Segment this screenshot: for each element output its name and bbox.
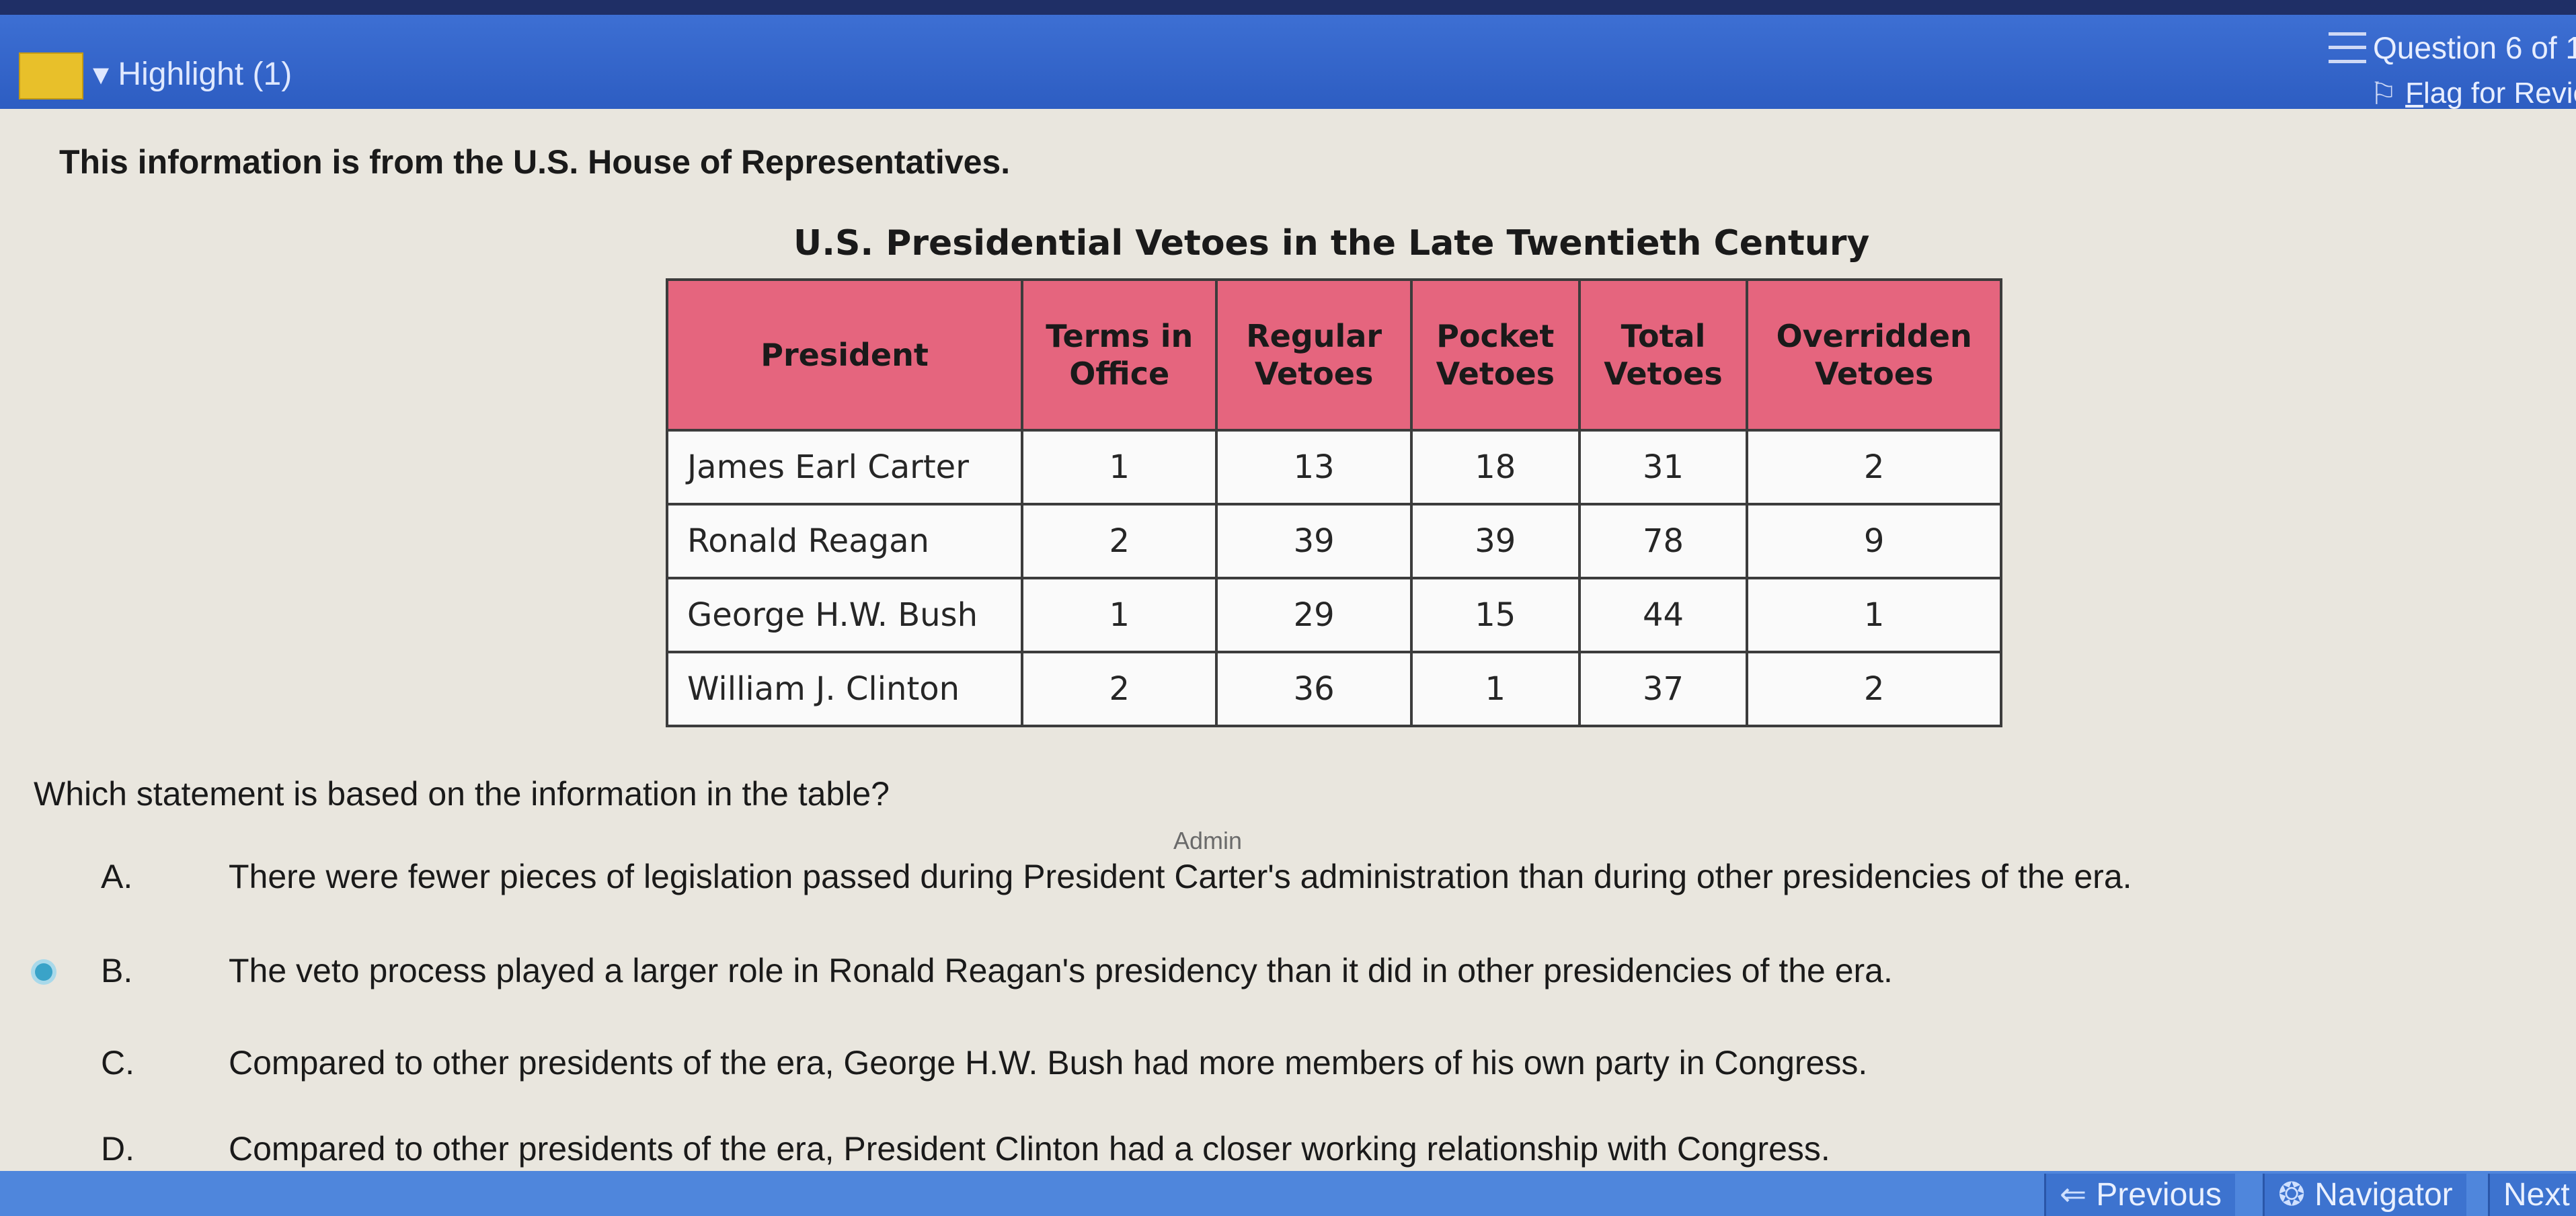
- highlight-color-swatch[interactable]: [19, 52, 83, 99]
- president-cell: William J. Clinton: [665, 651, 1024, 727]
- flag-label: lag for Revie: [2423, 77, 2576, 109]
- navigator-button[interactable]: ❂ Navigator: [2263, 1174, 2466, 1216]
- table-row: James Earl Carter 1 13 18 31 2: [665, 429, 2002, 505]
- menu-icon[interactable]: [2329, 32, 2367, 63]
- table-cell: 2: [1746, 651, 2002, 727]
- president-cell: George H.W. Bush: [665, 577, 1024, 653]
- president-cell: James Earl Carter: [665, 429, 1024, 505]
- vetoes-table: President Terms in Office Regular Vetoes…: [665, 278, 2002, 727]
- table-cell: 1: [1021, 577, 1218, 653]
- table-cell: 31: [1577, 429, 1749, 505]
- choice-text: Compared to other presidents of the era,…: [229, 1130, 1830, 1168]
- answer-choice-a[interactable]: A. There were fewer pieces of legislatio…: [0, 845, 2488, 905]
- previous-button[interactable]: ⇐ Previous: [2044, 1174, 2235, 1216]
- column-header: President: [665, 278, 1024, 432]
- arrow-left-icon: ⇐: [2060, 1177, 2087, 1213]
- radio-dot-icon[interactable]: [35, 963, 52, 981]
- table-cell: 1: [1409, 651, 1581, 727]
- table-cell: 36: [1215, 651, 1413, 727]
- table-cell: 39: [1409, 503, 1581, 579]
- choice-text: There were fewer pieces of legislation p…: [229, 858, 2132, 895]
- flag-icon: ⚐: [2369, 76, 2398, 109]
- table-cell: 2: [1021, 503, 1218, 579]
- next-label: Next: [2503, 1177, 2570, 1213]
- table-cell: 1: [1021, 429, 1218, 505]
- choice-text: Compared to other presidents of the era,…: [229, 1044, 1868, 1082]
- question-stem: Which statement is based on the informat…: [34, 775, 890, 813]
- table-cell: 37: [1577, 651, 1749, 727]
- table-cell: 9: [1746, 503, 2002, 579]
- question-counter: Question 6 of 1: [2329, 30, 2576, 66]
- choice-letter: A.: [101, 858, 133, 895]
- answer-choice-b[interactable]: B. The veto process played a larger role…: [0, 939, 2488, 1000]
- previous-label: Previous: [2096, 1177, 2222, 1213]
- table-cell: 13: [1215, 429, 1413, 505]
- source-text: This information is from the U.S. House …: [59, 143, 1011, 181]
- table-cell: 29: [1215, 577, 1413, 653]
- president-cell: Ronald Reagan: [665, 503, 1024, 579]
- table-title: U.S. Presidential Vetoes in the Late Twe…: [793, 223, 1870, 264]
- table-cell: 1: [1746, 577, 2002, 653]
- top-strip: [0, 0, 2576, 15]
- table-cell: 44: [1577, 577, 1749, 653]
- answer-choice-c[interactable]: C. Compared to other presidents of the e…: [0, 1031, 2488, 1092]
- column-header: Total Vetoes: [1577, 278, 1749, 432]
- table-cell: 2: [1746, 429, 2002, 505]
- flag-hotkey-letter: F: [2405, 77, 2423, 109]
- table-row: William J. Clinton 2 36 1 37 2: [665, 651, 2002, 727]
- column-header: Overridden Vetoes: [1746, 278, 2002, 432]
- table-cell: 78: [1577, 503, 1749, 579]
- flag-for-review-button[interactable]: ⚐ Flag for Revie: [2370, 75, 2576, 109]
- footer-nav-bar: ⇐ Previous ❂ Navigator Next: [0, 1171, 2576, 1216]
- choice-letter: D.: [101, 1130, 134, 1168]
- question-content: This information is from the U.S. House …: [0, 109, 2576, 1171]
- header-bar: ▾ Highlight (1) Question 6 of 1 ⚐ Flag f…: [0, 15, 2576, 109]
- highlight-dropdown-button[interactable]: ▾ Highlight (1): [93, 56, 292, 92]
- next-button[interactable]: Next: [2488, 1174, 2576, 1216]
- admin-label: Admin: [1173, 827, 1243, 854]
- choice-letter: C.: [101, 1044, 134, 1082]
- answer-choice-d[interactable]: D. Compared to other presidents of the e…: [0, 1117, 2488, 1178]
- table-row: Ronald Reagan 2 39 39 78 9: [665, 503, 2002, 579]
- column-header: Regular Vetoes: [1215, 278, 1413, 432]
- table-cell: 39: [1215, 503, 1413, 579]
- column-header: Pocket Vetoes: [1409, 278, 1581, 432]
- table-header-row: President Terms in Office Regular Vetoes…: [665, 278, 2002, 432]
- question-counter-text: Question 6 of 1: [2373, 30, 2576, 65]
- table-cell: 15: [1409, 577, 1581, 653]
- navigator-icon: ❂: [2278, 1177, 2306, 1213]
- table-cell: 18: [1409, 429, 1581, 505]
- table-cell: 2: [1021, 651, 1218, 727]
- choice-letter: B.: [101, 952, 133, 989]
- choice-text: The veto process played a larger role in…: [229, 952, 1893, 989]
- table-row: George H.W. Bush 1 29 15 44 1: [665, 577, 2002, 653]
- column-header: Terms in Office: [1021, 278, 1218, 432]
- navigator-label: Navigator: [2314, 1177, 2453, 1213]
